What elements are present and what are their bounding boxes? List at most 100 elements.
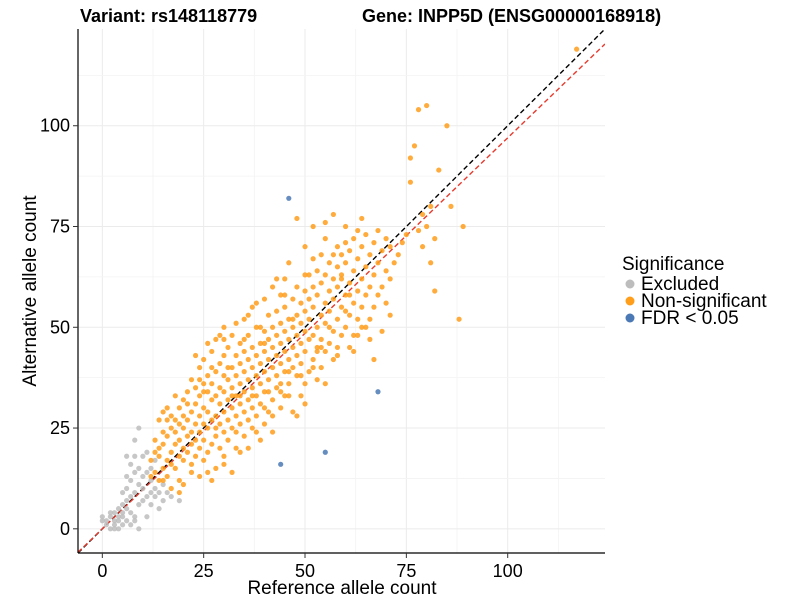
point-non-significant [176,405,182,411]
point-non-significant [253,413,259,419]
y-tick-label: 100 [40,116,70,136]
point-non-significant [192,385,199,391]
point-non-significant [205,340,211,346]
point-non-significant [310,332,316,338]
point-excluded [128,510,134,516]
axis-ticks: 0 25 50 75 100 0 25 50 75 100 [40,116,523,581]
point-non-significant [192,352,199,359]
point-non-significant [265,336,272,342]
point-non-significant [310,304,316,310]
point-non-significant [164,405,170,411]
point-non-significant [257,381,264,387]
point-non-significant [257,324,264,330]
point-non-significant [363,292,369,298]
point-non-significant [180,413,186,419]
point-non-significant [229,393,235,399]
point-non-significant [330,276,336,282]
point-non-significant [156,477,162,484]
point-non-significant [407,155,414,161]
point-non-significant [298,393,304,399]
point-excluded [148,477,154,484]
point-non-significant [326,308,332,314]
point-non-significant [221,461,227,467]
point-non-significant [225,437,231,443]
fit-line [78,43,605,553]
reference-lines [78,29,605,553]
point-non-significant [257,340,264,346]
point-non-significant [432,288,438,294]
legend: Significance ExcludedNon-significantFDR … [622,254,767,329]
point-non-significant [306,272,312,278]
point-non-significant [330,252,336,258]
point-non-significant [367,336,373,342]
point-non-significant [342,324,349,330]
point-non-significant [298,300,304,306]
point-non-significant [403,231,409,238]
point-non-significant [241,316,247,322]
point-non-significant [205,449,211,455]
point-non-significant [282,348,288,355]
point-non-significant [201,381,207,387]
point-non-significant [160,477,166,484]
point-non-significant [160,441,166,447]
point-non-significant [192,421,199,427]
point-non-significant [428,260,434,266]
point-non-significant [334,316,341,322]
point-non-significant [290,409,296,415]
point-non-significant [310,356,316,363]
point-non-significant [294,373,300,379]
point-non-significant [371,240,377,246]
point-non-significant [209,417,215,423]
point-non-significant [282,393,288,399]
point-non-significant [233,352,239,359]
point-non-significant [201,421,207,427]
point-non-significant [184,417,191,423]
point-non-significant [330,211,336,218]
point-non-significant [253,324,259,330]
point-non-significant [269,364,276,371]
point-non-significant [269,324,276,330]
point-non-significant [213,369,219,375]
point-non-significant [152,449,158,455]
point-excluded [140,498,146,504]
point-fdr [286,195,292,201]
point-non-significant [367,284,373,290]
point-non-significant [172,465,178,471]
point-non-significant [424,223,430,230]
point-non-significant [229,364,235,371]
point-non-significant [391,260,397,266]
point-non-significant [225,344,231,351]
point-excluded [160,498,166,504]
point-non-significant [201,405,207,411]
point-non-significant [184,389,191,395]
point-non-significant [261,389,268,395]
point-non-significant [261,296,268,302]
point-non-significant [176,489,182,496]
point-excluded [136,502,142,508]
point-excluded [119,522,126,528]
point-non-significant [253,373,259,379]
point-non-significant [164,417,170,423]
point-excluded [152,485,158,492]
point-non-significant [294,312,300,318]
point-non-significant [415,107,422,113]
point-non-significant [375,292,381,298]
point-non-significant [306,316,312,322]
point-non-significant [351,348,357,355]
point-non-significant [217,385,223,391]
point-non-significant [265,377,272,383]
point-non-significant [188,461,195,467]
point-non-significant [363,264,369,270]
point-non-significant [261,369,268,375]
point-excluded [124,473,130,480]
point-non-significant [428,203,434,209]
point-non-significant [225,364,231,371]
point-excluded [164,489,170,496]
point-non-significant [249,385,255,391]
point-non-significant [184,433,191,439]
point-excluded [132,489,138,496]
point-non-significant [249,405,255,411]
point-non-significant [399,240,405,246]
point-non-significant [221,324,227,330]
point-non-significant [379,328,385,334]
